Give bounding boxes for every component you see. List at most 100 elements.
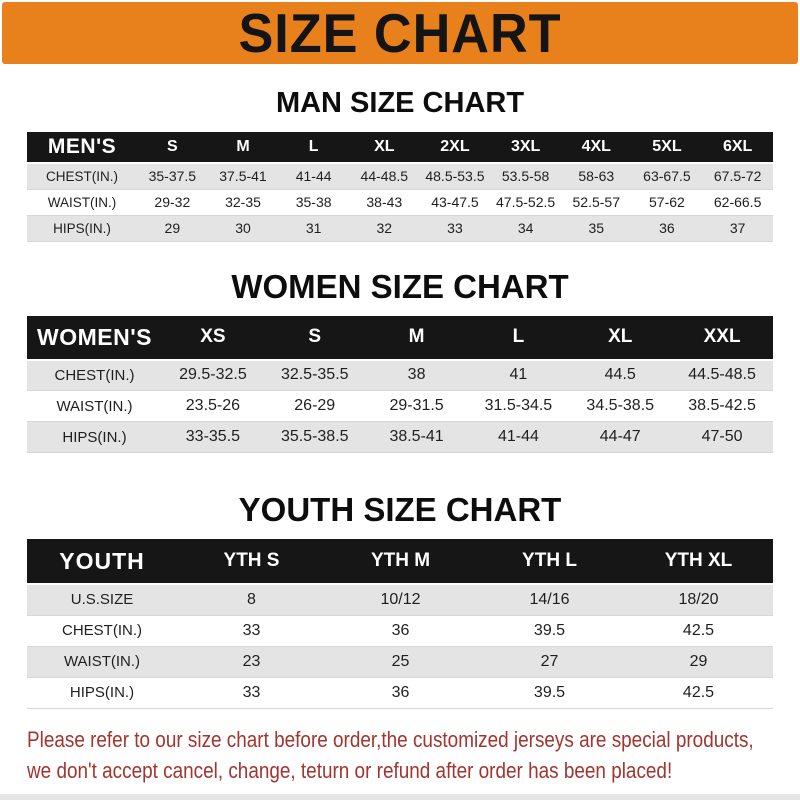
data-cell: 32 xyxy=(376,220,393,236)
men-section-title: MAN SIZE CHART xyxy=(275,87,525,119)
table-group-label: YOUTH xyxy=(27,539,177,584)
table-row: U.S.SIZE 8 10/12 14/16 18/20 xyxy=(27,584,773,615)
column-header: XL xyxy=(348,132,420,163)
data-cell: 29 xyxy=(164,220,181,236)
table-header-row: WOMEN'S XS S M L XL XXL xyxy=(27,315,773,360)
column-header: 3XL xyxy=(490,132,561,163)
disclaimer-line-1: Please refer to our size chart before or… xyxy=(27,726,754,752)
row-label: WAIST(IN.) xyxy=(56,397,133,415)
row-label: WAIST(IN.) xyxy=(63,653,141,670)
data-cell: 25 xyxy=(391,652,410,670)
data-cell: 36 xyxy=(659,220,675,236)
data-cell: 29-31.5 xyxy=(389,397,444,414)
data-cell: 32.5-35.5 xyxy=(280,366,349,384)
table-row: WAIST(IN.) 23.5-26 26-29 29-31.5 31.5-34.5 34… xyxy=(27,390,773,422)
column-header: XS xyxy=(162,315,264,360)
data-cell: 58-63 xyxy=(578,168,615,185)
data-cell: 38 xyxy=(407,366,426,384)
data-cell: 48.5-53.5 xyxy=(425,168,485,185)
data-cell: 44-47 xyxy=(599,428,641,445)
data-cell: 63-67.5 xyxy=(643,168,691,185)
row-label: WAIST(IN.) xyxy=(47,194,117,210)
data-cell: 35 xyxy=(588,220,605,236)
data-cell: 42.5 xyxy=(682,621,715,639)
women-size-table: WOMEN'S XS S M L XL XXL CHEST(IN.) 29.5-32.5 32.5… xyxy=(27,315,773,454)
youth-section-title: YOUTH SIZE CHART xyxy=(238,491,562,528)
row-label: HIPS(IN.) xyxy=(62,428,127,446)
data-cell: 35-38 xyxy=(295,194,332,210)
column-header: 5XL xyxy=(631,132,703,163)
data-cell: 10/12 xyxy=(380,590,421,608)
page-title: SIZE CHART xyxy=(238,1,562,64)
data-cell: 36 xyxy=(391,683,410,701)
column-header: 4XL xyxy=(560,132,632,163)
table-row: HIPS(IN.) 33-35.5 35.5-38.5 38.5-41 41-44 44-… xyxy=(27,421,773,453)
column-header: XL xyxy=(569,315,672,360)
data-cell: 42.5 xyxy=(682,683,715,701)
data-cell: 8 xyxy=(247,590,256,608)
table-row: WAIST(IN.) 29-32 32-35 35-38 38-43 43-47.5 47.… xyxy=(27,189,773,215)
row-label: CHEST(IN.) xyxy=(54,366,135,384)
column-header: YTH L xyxy=(475,539,624,584)
column-header: YTH XL xyxy=(624,539,773,584)
column-header: S xyxy=(137,132,208,163)
table-group-label: MEN'S xyxy=(27,132,137,163)
data-cell: 31.5-34.5 xyxy=(484,397,553,414)
data-cell: 36 xyxy=(391,621,410,639)
data-cell: 32-35 xyxy=(225,194,261,210)
banner: SIZE CHART xyxy=(2,2,798,64)
data-cell: 38-43 xyxy=(366,194,403,210)
column-header: M xyxy=(207,132,279,163)
data-cell: 23.5-26 xyxy=(185,397,241,414)
data-cell: 38.5-42.5 xyxy=(688,397,756,414)
bottom-edge-strip xyxy=(0,794,800,800)
data-cell: 57-62 xyxy=(649,194,685,210)
table-row: WAIST(IN.) 23 25 27 29 xyxy=(27,646,773,677)
data-cell: 47.5-52.5 xyxy=(496,194,556,210)
column-header: 2XL xyxy=(419,132,491,163)
column-header: XXL xyxy=(671,315,773,360)
data-cell: 62-66.5 xyxy=(713,194,762,210)
women-section-title: WOMEN SIZE CHART xyxy=(231,267,569,305)
data-cell: 30 xyxy=(235,220,251,236)
table-row: HIPS(IN.) 33 36 39.5 42.5 xyxy=(27,677,773,708)
data-cell: 37 xyxy=(729,220,746,236)
column-header: L xyxy=(278,132,349,163)
data-cell: 29 xyxy=(689,652,708,670)
column-header: L xyxy=(467,315,570,360)
table-row: CHEST(IN.) 35-37.5 37.5-41 41-44 44-48.5 48.5… xyxy=(27,163,773,189)
data-cell: 47-50 xyxy=(701,428,743,445)
data-cell: 27 xyxy=(540,652,559,670)
youth-size-table: YOUTH YTH S YTH M YTH L YTH XL U.S.SIZE 8 10/12… xyxy=(27,539,773,709)
data-cell: 67.5-72 xyxy=(713,168,762,185)
data-cell: 29.5-32.5 xyxy=(179,366,247,384)
data-cell: 41-44 xyxy=(497,428,539,445)
data-cell: 23 xyxy=(242,652,261,670)
data-cell: 34.5-38.5 xyxy=(586,397,655,414)
table-row: CHEST(IN.) 29.5-32.5 32.5-35.5 38 41 44.5 44.5… xyxy=(27,359,773,391)
row-label: HIPS(IN.) xyxy=(69,684,135,701)
data-cell: 33 xyxy=(242,621,261,639)
disclaimer: Please refer to our size chart before or… xyxy=(27,724,773,786)
data-cell: 44-48.5 xyxy=(360,168,409,185)
data-cell: 44.5 xyxy=(604,366,636,384)
data-cell: 41 xyxy=(509,366,528,384)
data-cell: 53.5-58 xyxy=(501,168,550,185)
row-label: U.S.SIZE xyxy=(70,591,134,609)
data-cell: 18/20 xyxy=(678,590,719,608)
data-cell: 39.5 xyxy=(533,621,566,639)
data-cell: 26-29 xyxy=(294,397,336,414)
data-cell: 52.5-57 xyxy=(572,194,620,210)
table-header-row: MEN'S S M L XL 2XL 3XL 4XL 5XL 6XL xyxy=(27,132,773,163)
column-header: YTH M xyxy=(326,539,475,584)
data-cell: 14/16 xyxy=(529,590,570,608)
data-cell: 39.5 xyxy=(533,683,566,701)
data-cell: 29-32 xyxy=(154,194,191,210)
table-row: HIPS(IN.) 29 30 31 32 33 34 35 36 37 xyxy=(27,215,773,241)
data-cell: 37.5-41 xyxy=(219,168,267,185)
data-cell: 44.5-48.5 xyxy=(688,366,756,384)
data-cell: 43-47.5 xyxy=(431,194,479,210)
row-label: CHEST(IN.) xyxy=(46,168,118,184)
data-cell: 33-35.5 xyxy=(185,428,241,445)
